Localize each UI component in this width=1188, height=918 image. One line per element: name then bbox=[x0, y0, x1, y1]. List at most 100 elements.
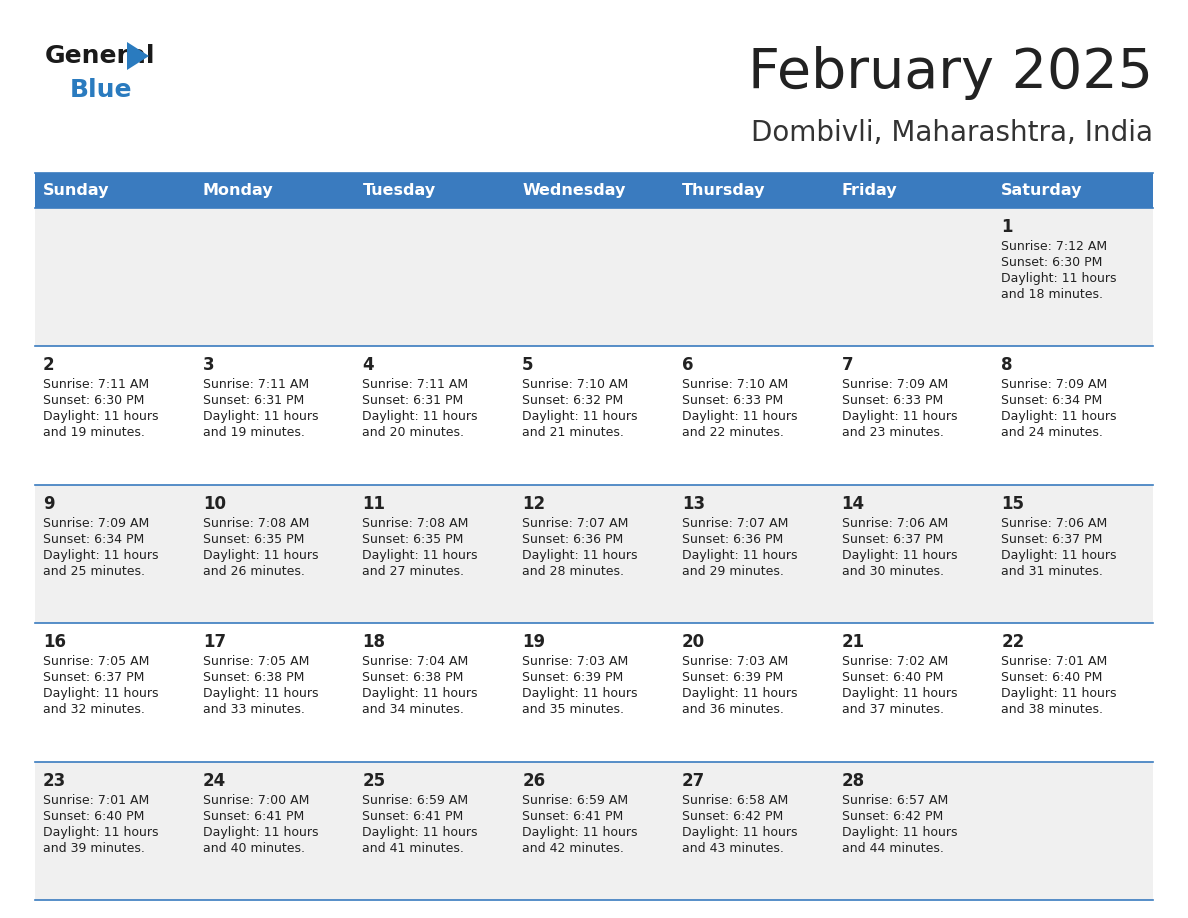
Text: Sunrise: 6:57 AM: Sunrise: 6:57 AM bbox=[841, 793, 948, 807]
Text: Daylight: 11 hours: Daylight: 11 hours bbox=[682, 410, 797, 423]
Text: Sunrise: 7:09 AM: Sunrise: 7:09 AM bbox=[1001, 378, 1107, 391]
Text: Daylight: 11 hours: Daylight: 11 hours bbox=[1001, 272, 1117, 285]
Text: 27: 27 bbox=[682, 772, 706, 789]
Text: 18: 18 bbox=[362, 633, 385, 651]
Text: and 26 minutes.: and 26 minutes. bbox=[203, 565, 304, 577]
Text: and 31 minutes.: and 31 minutes. bbox=[1001, 565, 1104, 577]
Bar bbox=[34, 208, 1154, 346]
Text: Sunrise: 7:01 AM: Sunrise: 7:01 AM bbox=[43, 793, 150, 807]
Text: General: General bbox=[45, 44, 156, 68]
Bar bbox=[34, 346, 1154, 485]
Text: Daylight: 11 hours: Daylight: 11 hours bbox=[362, 825, 478, 839]
Text: Sunset: 6:40 PM: Sunset: 6:40 PM bbox=[841, 671, 943, 684]
Text: 24: 24 bbox=[203, 772, 226, 789]
Text: Monday: Monday bbox=[203, 183, 273, 198]
Text: Sunset: 6:37 PM: Sunset: 6:37 PM bbox=[841, 532, 943, 546]
Text: and 21 minutes.: and 21 minutes. bbox=[523, 426, 624, 440]
Text: 6: 6 bbox=[682, 356, 694, 375]
Text: and 34 minutes.: and 34 minutes. bbox=[362, 703, 465, 716]
Text: Sunrise: 7:07 AM: Sunrise: 7:07 AM bbox=[523, 517, 628, 530]
Text: Sunrise: 7:04 AM: Sunrise: 7:04 AM bbox=[362, 655, 468, 668]
Text: and 36 minutes.: and 36 minutes. bbox=[682, 703, 784, 716]
Text: Dombivli, Maharashtra, India: Dombivli, Maharashtra, India bbox=[751, 119, 1154, 147]
Text: and 33 minutes.: and 33 minutes. bbox=[203, 703, 304, 716]
Text: Sunset: 6:38 PM: Sunset: 6:38 PM bbox=[362, 671, 463, 684]
Text: Daylight: 11 hours: Daylight: 11 hours bbox=[1001, 410, 1117, 423]
Text: Sunrise: 7:05 AM: Sunrise: 7:05 AM bbox=[43, 655, 150, 668]
Text: 13: 13 bbox=[682, 495, 704, 513]
Text: Daylight: 11 hours: Daylight: 11 hours bbox=[203, 825, 318, 839]
Text: and 42 minutes.: and 42 minutes. bbox=[523, 842, 624, 855]
Text: Sunrise: 7:11 AM: Sunrise: 7:11 AM bbox=[43, 378, 150, 391]
Text: and 29 minutes.: and 29 minutes. bbox=[682, 565, 784, 577]
Text: and 19 minutes.: and 19 minutes. bbox=[203, 426, 304, 440]
Text: 21: 21 bbox=[841, 633, 865, 651]
Text: Daylight: 11 hours: Daylight: 11 hours bbox=[362, 410, 478, 423]
Text: and 27 minutes.: and 27 minutes. bbox=[362, 565, 465, 577]
Text: Daylight: 11 hours: Daylight: 11 hours bbox=[682, 549, 797, 562]
Text: 20: 20 bbox=[682, 633, 704, 651]
Text: Sunrise: 6:59 AM: Sunrise: 6:59 AM bbox=[523, 793, 628, 807]
Text: Sunrise: 7:09 AM: Sunrise: 7:09 AM bbox=[841, 378, 948, 391]
Text: 17: 17 bbox=[203, 633, 226, 651]
Text: 10: 10 bbox=[203, 495, 226, 513]
Text: and 23 minutes.: and 23 minutes. bbox=[841, 426, 943, 440]
Text: 12: 12 bbox=[523, 495, 545, 513]
Text: Sunset: 6:41 PM: Sunset: 6:41 PM bbox=[523, 810, 624, 823]
Text: Sunset: 6:39 PM: Sunset: 6:39 PM bbox=[523, 671, 624, 684]
Text: Sunrise: 6:59 AM: Sunrise: 6:59 AM bbox=[362, 793, 468, 807]
Text: Sunset: 6:42 PM: Sunset: 6:42 PM bbox=[841, 810, 943, 823]
Text: and 44 minutes.: and 44 minutes. bbox=[841, 842, 943, 855]
Text: Sunrise: 7:06 AM: Sunrise: 7:06 AM bbox=[1001, 517, 1107, 530]
Text: Sunset: 6:41 PM: Sunset: 6:41 PM bbox=[203, 810, 304, 823]
Text: Sunset: 6:40 PM: Sunset: 6:40 PM bbox=[1001, 671, 1102, 684]
Text: and 40 minutes.: and 40 minutes. bbox=[203, 842, 304, 855]
Text: 7: 7 bbox=[841, 356, 853, 375]
Text: and 38 minutes.: and 38 minutes. bbox=[1001, 703, 1104, 716]
Text: Blue: Blue bbox=[70, 78, 133, 102]
Text: Sunrise: 7:10 AM: Sunrise: 7:10 AM bbox=[682, 378, 788, 391]
Text: Sunset: 6:40 PM: Sunset: 6:40 PM bbox=[43, 810, 145, 823]
Bar bbox=[34, 173, 1154, 208]
Text: Sunset: 6:30 PM: Sunset: 6:30 PM bbox=[43, 395, 145, 408]
Text: Daylight: 11 hours: Daylight: 11 hours bbox=[523, 549, 638, 562]
Text: and 32 minutes.: and 32 minutes. bbox=[43, 703, 145, 716]
Text: Daylight: 11 hours: Daylight: 11 hours bbox=[203, 410, 318, 423]
Bar bbox=[34, 485, 1154, 623]
Text: Daylight: 11 hours: Daylight: 11 hours bbox=[682, 825, 797, 839]
Text: and 41 minutes.: and 41 minutes. bbox=[362, 842, 465, 855]
Text: 15: 15 bbox=[1001, 495, 1024, 513]
Text: 5: 5 bbox=[523, 356, 533, 375]
Text: Sunset: 6:33 PM: Sunset: 6:33 PM bbox=[841, 395, 943, 408]
Text: Saturday: Saturday bbox=[1001, 183, 1082, 198]
Text: 23: 23 bbox=[43, 772, 67, 789]
Text: 2: 2 bbox=[43, 356, 55, 375]
Text: 19: 19 bbox=[523, 633, 545, 651]
Bar bbox=[34, 762, 1154, 900]
Text: Daylight: 11 hours: Daylight: 11 hours bbox=[523, 825, 638, 839]
Text: Daylight: 11 hours: Daylight: 11 hours bbox=[362, 688, 478, 700]
Text: 9: 9 bbox=[43, 495, 55, 513]
Text: Sunset: 6:39 PM: Sunset: 6:39 PM bbox=[682, 671, 783, 684]
Text: and 20 minutes.: and 20 minutes. bbox=[362, 426, 465, 440]
Text: Sunrise: 7:02 AM: Sunrise: 7:02 AM bbox=[841, 655, 948, 668]
Text: 28: 28 bbox=[841, 772, 865, 789]
Text: Sunset: 6:34 PM: Sunset: 6:34 PM bbox=[43, 532, 144, 546]
Text: and 39 minutes.: and 39 minutes. bbox=[43, 842, 145, 855]
Text: Sunset: 6:34 PM: Sunset: 6:34 PM bbox=[1001, 395, 1102, 408]
Text: and 37 minutes.: and 37 minutes. bbox=[841, 703, 943, 716]
Text: 26: 26 bbox=[523, 772, 545, 789]
Text: Sunrise: 7:09 AM: Sunrise: 7:09 AM bbox=[43, 517, 150, 530]
Text: Sunset: 6:37 PM: Sunset: 6:37 PM bbox=[43, 671, 145, 684]
Text: Sunrise: 7:05 AM: Sunrise: 7:05 AM bbox=[203, 655, 309, 668]
Text: Sunrise: 7:10 AM: Sunrise: 7:10 AM bbox=[523, 378, 628, 391]
Text: Sunset: 6:35 PM: Sunset: 6:35 PM bbox=[362, 532, 463, 546]
Text: Sunrise: 7:08 AM: Sunrise: 7:08 AM bbox=[203, 517, 309, 530]
Text: Sunrise: 7:11 AM: Sunrise: 7:11 AM bbox=[362, 378, 468, 391]
Text: Daylight: 11 hours: Daylight: 11 hours bbox=[362, 549, 478, 562]
Text: 11: 11 bbox=[362, 495, 385, 513]
Text: Sunrise: 7:03 AM: Sunrise: 7:03 AM bbox=[682, 655, 788, 668]
Text: Sunrise: 7:11 AM: Sunrise: 7:11 AM bbox=[203, 378, 309, 391]
Text: and 18 minutes.: and 18 minutes. bbox=[1001, 288, 1104, 301]
Text: February 2025: February 2025 bbox=[748, 46, 1154, 100]
